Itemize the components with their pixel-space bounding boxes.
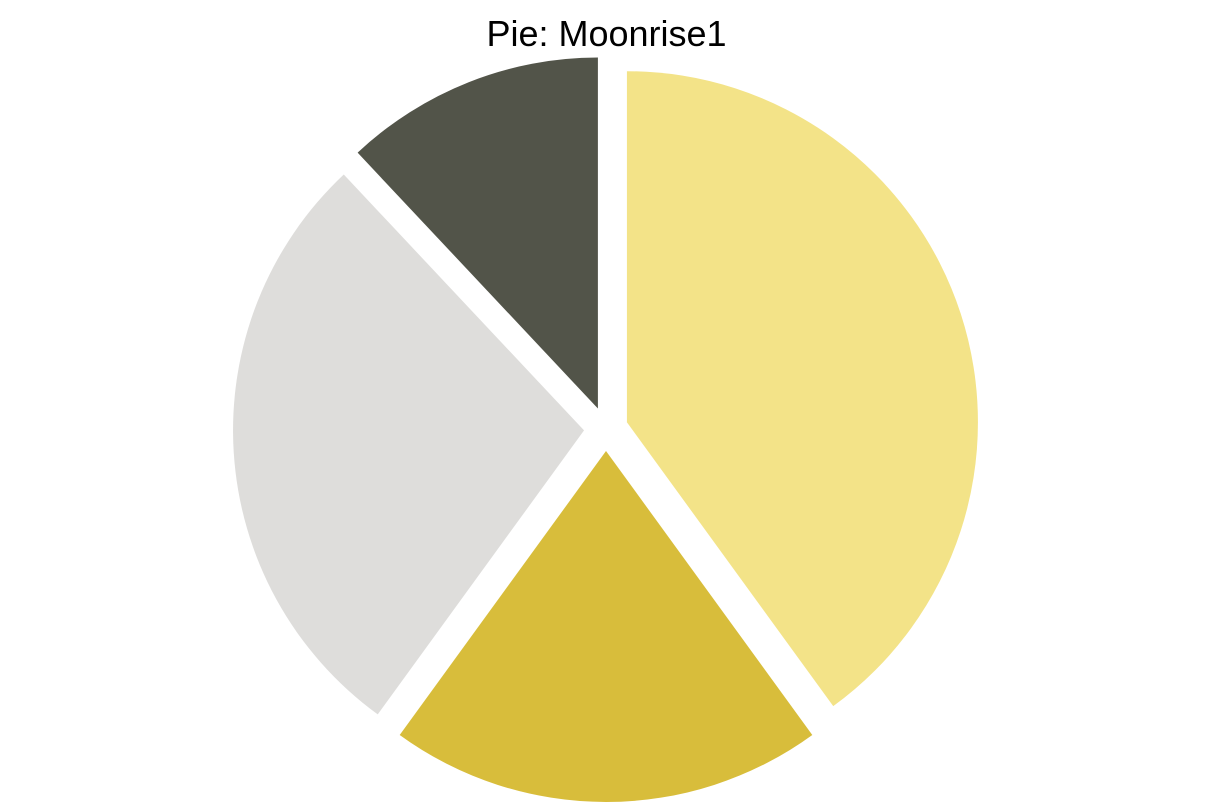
pie-slices	[233, 57, 978, 802]
pie-slice-2	[399, 451, 813, 802]
pie-slice-1	[626, 71, 978, 707]
pie-slice-4	[357, 57, 598, 409]
chart-title: Pie: Moonrise1	[486, 13, 727, 54]
pie-slice-3	[233, 174, 585, 715]
